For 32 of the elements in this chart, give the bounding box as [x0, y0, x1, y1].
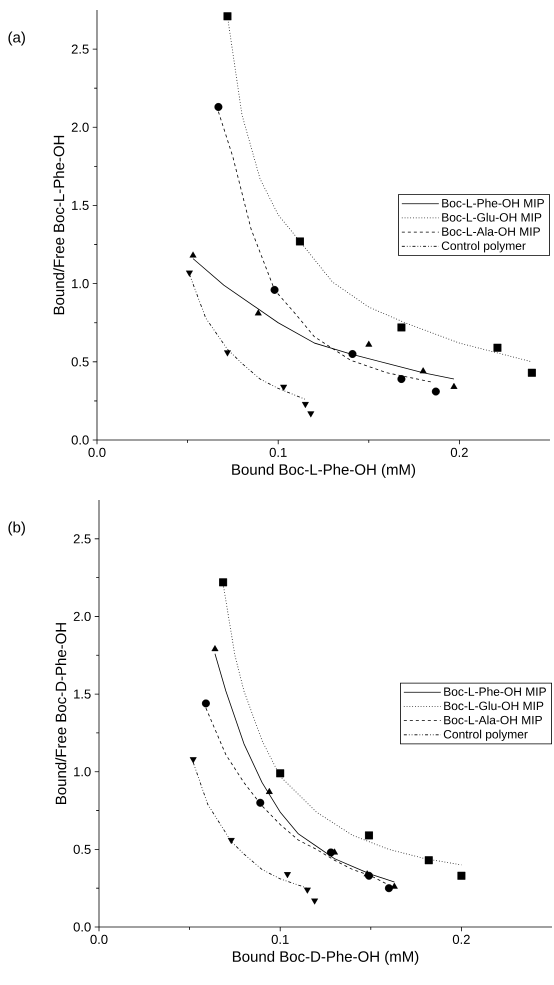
x-tick-label: 0.2	[450, 448, 468, 458]
legend-label: Control polymer	[444, 730, 528, 741]
y-axis-title: Bound/Free Boc-D-Phe-OH	[55, 623, 66, 804]
legend-label: Boc-L-Ala-OH MIP	[444, 716, 542, 724]
text: (b)	[8, 522, 25, 536]
y-tick-label: 0.0	[74, 922, 91, 932]
legend-label: Control polymer	[442, 241, 526, 252]
y-axis-title: Bound/Free Boc-L-Phe-OH	[53, 136, 64, 314]
y-tick-label: 2.0	[74, 612, 91, 622]
y-tick-label: 1.0	[72, 279, 89, 288]
x-tick-label: 0.2	[452, 934, 470, 944]
x-tick-label: 0.1	[272, 934, 289, 944]
legend-label: Boc-L-Glu-OH MIP	[444, 701, 544, 710]
y-tick-label: 2.0	[72, 122, 89, 132]
y-tick-label: 1.5	[72, 200, 89, 210]
x-tick-label: 0.0	[88, 448, 106, 458]
legend-label: Boc-L-Phe-OH MIP	[444, 687, 546, 696]
y-tick-label: 0.0	[72, 435, 89, 445]
text: (a)	[8, 32, 25, 46]
x-tick-label: 0.0	[90, 934, 108, 944]
y-tick-label: 2.5	[74, 534, 91, 544]
y-tick-label: 0.5	[74, 844, 91, 854]
x-tick-label: 0.1	[270, 448, 287, 458]
y-tick-label: 1.0	[74, 767, 91, 776]
legend-label: Boc-L-Ala-OH MIP	[442, 227, 540, 236]
legend-label: Boc-L-Glu-OH MIP	[442, 212, 542, 222]
y-tick-label: 1.5	[74, 690, 91, 699]
x-axis-title: Bound Boc-D-Phe-OH (mM)	[232, 950, 418, 965]
legend-label: Boc-L-Phe-OH MIP	[442, 198, 544, 208]
x-axis-title: Bound Boc-L-Phe-OH (mM)	[232, 464, 416, 478]
y-tick-label: 2.5	[72, 44, 89, 54]
y-tick-label: 0.5	[72, 357, 89, 366]
